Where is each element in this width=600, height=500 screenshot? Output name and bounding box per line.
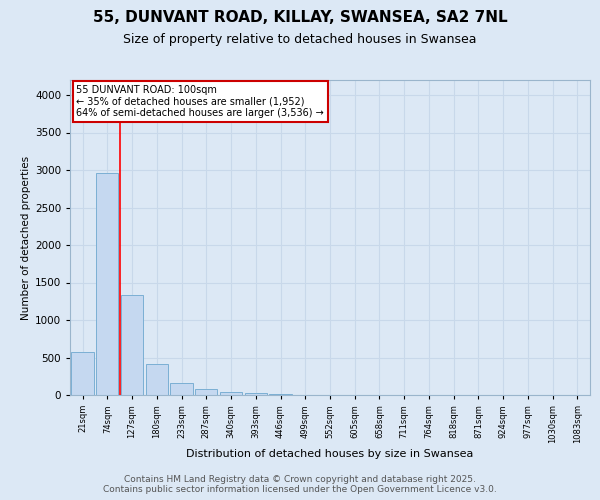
Bar [170, 382, 193, 395]
Bar [71, 352, 94, 395]
Bar [269, 394, 292, 395]
X-axis label: Distribution of detached houses by size in Swansea: Distribution of detached houses by size … [187, 448, 473, 458]
Y-axis label: Number of detached properties: Number of detached properties [21, 156, 31, 320]
Bar [245, 393, 267, 395]
Text: 55 DUNVANT ROAD: 100sqm
← 35% of detached houses are smaller (1,952)
64% of semi: 55 DUNVANT ROAD: 100sqm ← 35% of detache… [76, 84, 324, 118]
Bar [220, 392, 242, 395]
Bar [96, 173, 118, 395]
Bar [146, 364, 168, 395]
Text: Contains HM Land Registry data © Crown copyright and database right 2025.
Contai: Contains HM Land Registry data © Crown c… [103, 474, 497, 494]
Bar [121, 295, 143, 395]
Text: Size of property relative to detached houses in Swansea: Size of property relative to detached ho… [123, 32, 477, 46]
Bar [195, 390, 217, 395]
Text: 55, DUNVANT ROAD, KILLAY, SWANSEA, SA2 7NL: 55, DUNVANT ROAD, KILLAY, SWANSEA, SA2 7… [92, 10, 508, 25]
